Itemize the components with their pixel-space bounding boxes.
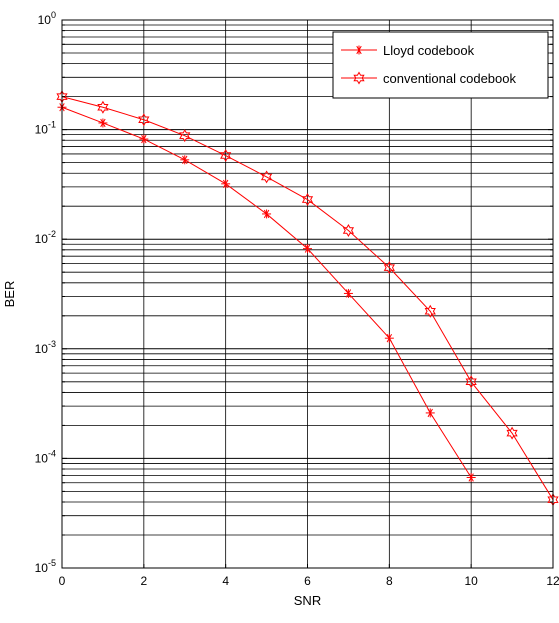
x-axis-title: SNR bbox=[294, 593, 321, 608]
grid bbox=[61, 20, 554, 569]
series-layer bbox=[56, 90, 559, 507]
y-tick-label: 10-1 bbox=[35, 120, 56, 137]
hexagram-marker bbox=[260, 170, 273, 184]
legend-entry: Lloyd codebook bbox=[341, 43, 475, 58]
x-tick-label: 6 bbox=[304, 574, 311, 588]
series-line bbox=[61, 96, 554, 500]
hexagram-marker bbox=[220, 149, 232, 163]
y-axis-title: BER bbox=[2, 281, 17, 308]
hexagram-marker bbox=[353, 71, 365, 85]
x-tick-label: 0 bbox=[59, 574, 66, 588]
asterisk-marker bbox=[180, 155, 190, 165]
hexagram-marker bbox=[424, 304, 436, 318]
y-tick-label: 10-5 bbox=[35, 558, 56, 575]
y-tick-label: 10-2 bbox=[35, 229, 56, 246]
hexagram-marker bbox=[138, 113, 150, 127]
series-0 bbox=[57, 102, 476, 482]
asterisk-marker bbox=[139, 134, 149, 144]
legend-label: conventional codebook bbox=[383, 71, 516, 86]
y-tick-label: 100 bbox=[38, 10, 56, 27]
asterisk-marker bbox=[221, 179, 231, 189]
x-tick-label: 8 bbox=[386, 574, 393, 588]
y-tick-label: 10-3 bbox=[35, 339, 56, 356]
asterisk-marker bbox=[98, 118, 108, 128]
hexagram-marker bbox=[179, 129, 191, 143]
asterisk-marker bbox=[384, 333, 394, 343]
asterisk-marker bbox=[425, 408, 435, 418]
asterisk-marker bbox=[343, 288, 353, 298]
legend-box bbox=[332, 31, 549, 99]
asterisk-marker bbox=[262, 209, 272, 219]
asterisk-marker bbox=[354, 45, 364, 55]
axis-ticks: 0 2 4 6 8 10 12 100 10-1 10-2 10-3 10-4 10-5 bbox=[35, 10, 559, 588]
legend-entry: conventional codebook bbox=[341, 71, 516, 86]
x-tick-label: 2 bbox=[140, 574, 147, 588]
hexagram-marker bbox=[383, 261, 395, 275]
x-tick-label: 12 bbox=[546, 574, 559, 588]
x-tick-label: 10 bbox=[464, 574, 478, 588]
hexagram-marker bbox=[342, 224, 355, 238]
legend: Lloyd codebook conventional codebook bbox=[332, 31, 549, 99]
asterisk-marker bbox=[303, 244, 312, 254]
hexagram-marker bbox=[301, 193, 314, 207]
hexagram-marker bbox=[97, 100, 109, 114]
hexagram-marker bbox=[465, 375, 477, 389]
legend-label: Lloyd codebook bbox=[383, 43, 475, 58]
asterisk-marker bbox=[466, 472, 476, 482]
y-tick-label: 10-4 bbox=[35, 448, 56, 465]
series-1 bbox=[56, 90, 559, 507]
hexagram-marker bbox=[506, 426, 518, 440]
x-tick-label: 4 bbox=[222, 574, 229, 588]
